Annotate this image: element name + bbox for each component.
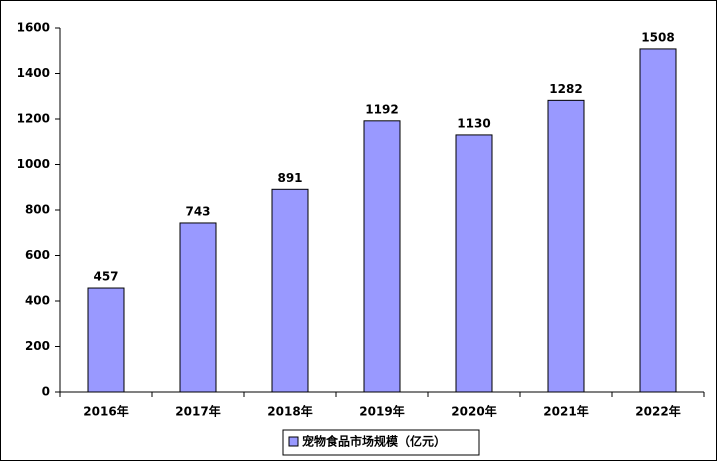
bar bbox=[639, 48, 677, 393]
bar bbox=[547, 99, 585, 393]
x-tick-label: 2019年 bbox=[359, 404, 404, 419]
bar bbox=[179, 222, 217, 393]
y-tick-label: 800 bbox=[25, 203, 50, 217]
y-tick-label: 600 bbox=[25, 248, 50, 262]
legend-swatch bbox=[288, 436, 299, 447]
y-tick-label: 200 bbox=[25, 339, 50, 353]
x-tick-label: 2018年 bbox=[267, 404, 312, 419]
bar bbox=[363, 120, 401, 393]
legend-box bbox=[282, 429, 480, 456]
x-tick-label: 2016年 bbox=[83, 404, 128, 419]
bar bbox=[271, 188, 309, 393]
x-tick-label: 2022年 bbox=[635, 404, 680, 419]
y-tick-label: 1200 bbox=[17, 112, 50, 126]
y-tick-label: 0 bbox=[42, 385, 50, 399]
bar bbox=[87, 287, 125, 393]
data-label: 457 bbox=[93, 270, 118, 284]
data-label: 891 bbox=[277, 171, 302, 185]
x-tick-label: 2021年 bbox=[543, 404, 588, 419]
y-tick-label: 1000 bbox=[17, 157, 50, 171]
y-tick-label: 1400 bbox=[17, 66, 50, 80]
y-tick-label: 400 bbox=[25, 294, 50, 308]
data-label: 1192 bbox=[365, 102, 398, 116]
x-tick-label: 2017年 bbox=[175, 404, 220, 419]
legend-label: 宠物食品市场规模（亿元） bbox=[302, 434, 446, 449]
x-tick-label: 2020年 bbox=[451, 404, 496, 419]
data-label: 1508 bbox=[641, 30, 674, 44]
y-tick-label: 1600 bbox=[17, 21, 50, 35]
data-label: 1130 bbox=[457, 116, 490, 130]
bar bbox=[455, 134, 493, 393]
data-label: 743 bbox=[185, 204, 210, 218]
data-label: 1282 bbox=[549, 82, 582, 96]
